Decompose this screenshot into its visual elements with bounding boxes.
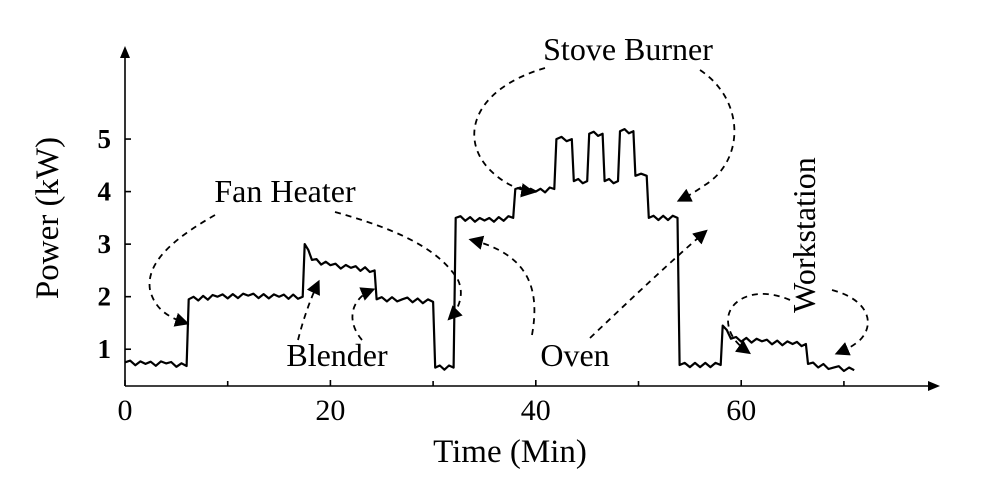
fan-heater-arrow-right [334,211,463,321]
blender-arrow-right [351,287,376,341]
stove-burner-arrow-right [676,69,736,202]
x-ticks: 0 20 40 60 [118,380,845,427]
oven-arrow-right [589,229,708,339]
workstation-arrow-right [831,289,869,356]
y-tick-label: 4 [98,177,112,207]
oven-arrow-left [468,235,536,336]
y-axis-arrow-icon [120,46,130,58]
y-tick-label: 3 [98,229,112,259]
y-tick-label: 1 [98,334,112,364]
power-trace [124,128,855,373]
stove-burner-arrow-left [473,67,546,198]
blender-arrow-left [297,279,320,341]
workstation-arrow-left [727,293,791,355]
annotation-arrows [148,67,869,356]
annotation-blender: Blender [286,337,388,373]
y-axis-label: Power (kW) [30,137,66,299]
y-tick-label: 2 [98,282,112,312]
fan-heater-arrow-left [148,214,216,327]
x-tick-label: 0 [118,394,133,427]
annotation-oven: Oven [540,337,609,373]
annotation-stove-burner: Stove Burner [543,31,713,67]
x-axis-arrow-icon [928,381,940,391]
x-tick-label: 20 [315,394,345,427]
annotation-workstation: Workstation [786,157,822,313]
y-tick-label: 5 [98,124,112,154]
annotation-fan-heater: Fan Heater [214,173,356,209]
x-tick-label: 40 [521,394,551,427]
x-tick-label: 60 [726,394,756,427]
y-ticks: 1 2 3 4 5 [98,124,131,364]
x-axis-label: Time (Min) [433,434,587,470]
